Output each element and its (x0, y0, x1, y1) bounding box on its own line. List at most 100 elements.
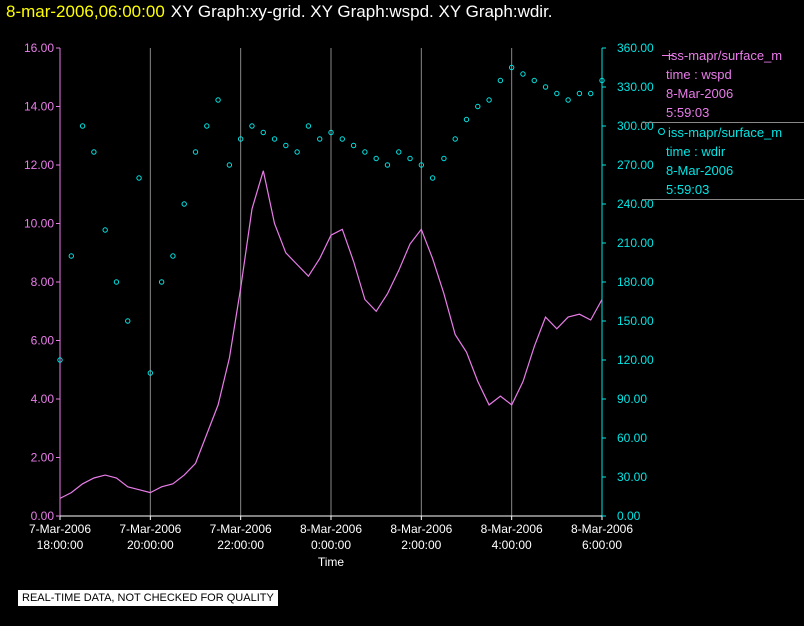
x-axis-label: Time (318, 555, 345, 569)
wdir-point (599, 77, 605, 84)
wdir-point (565, 97, 571, 103)
wdir-point (362, 149, 368, 155)
wdir-point (486, 97, 492, 103)
wdir-point (396, 149, 402, 155)
right-tick-label: 60.00 (617, 431, 647, 445)
right-tick-label: 180.00 (617, 275, 654, 289)
wdir-point (441, 155, 447, 162)
series-layer (57, 64, 605, 499)
wdir-point (317, 136, 323, 142)
legend-wspd-name: iss-mapr/surface_m (668, 48, 783, 63)
x-tick-date: 7-Mar-2006 (29, 522, 91, 536)
wdir-point (204, 123, 210, 129)
wdir-point (520, 71, 526, 77)
wdir-point (339, 136, 345, 142)
x-tick-time: 20:00:00 (127, 538, 174, 552)
title-timestamp: 8-mar-2006,06:00:00 (6, 2, 165, 21)
wdir-point (554, 90, 560, 97)
right-tick-label: 0.00 (617, 509, 641, 523)
wdir-point (283, 142, 289, 149)
wdir-point (305, 123, 312, 129)
wdir-point (102, 227, 108, 233)
legend-wdir-label: time : wdir (666, 144, 726, 159)
legend-entry-wspd: iss-mapr/surface_m (648, 46, 804, 65)
legend-wspd-date: 8-Mar-2006 (666, 86, 734, 101)
right-tick-label: 30.00 (617, 470, 647, 484)
x-tick-time: 2:00:00 (401, 538, 441, 552)
wdir-point (136, 175, 142, 181)
title-graphs: XY Graph:xy-grid. XY Graph:wspd. XY Grap… (170, 2, 553, 21)
x-tick-time: 22:00:00 (217, 538, 264, 552)
wdir-point (384, 162, 391, 168)
legend-entry-wdir: iss-mapr/surface_m (648, 123, 804, 142)
legend-divider-bottom (642, 199, 804, 200)
right-tick-label: 240.00 (617, 197, 654, 211)
legend-wspd-time: 5:59:03 (666, 105, 710, 120)
legend-wdir-time: 5:59:03 (666, 182, 710, 197)
wdir-point (158, 279, 165, 285)
wdir-point (181, 201, 187, 207)
legend-wspd-label: time : wspd (666, 67, 732, 82)
axes: 7-Mar-2006 18:00:00 7-Mar-2006 20:00:00 7-Ma… (24, 41, 654, 552)
wdir-point (294, 149, 300, 155)
left-tick-label: 16.00 (24, 41, 54, 55)
wdir-point (226, 162, 233, 168)
wdir-point (542, 84, 549, 90)
wdir-point (328, 129, 334, 136)
wdir-point (91, 149, 97, 155)
wdir-point (429, 175, 436, 181)
wdir-point (531, 77, 537, 84)
wdir-point (475, 103, 481, 110)
wdir-point (237, 136, 244, 142)
wdir-point (350, 142, 357, 149)
legend: iss-mapr/surface_m time : wspd 8-Mar-200… (642, 46, 804, 200)
x-tick-date: 8-Mar-2006 (571, 522, 633, 536)
x-tick-date: 8-Mar-2006 (390, 522, 452, 536)
left-tick-label: 2.00 (31, 451, 55, 465)
legend-wdir-name: iss-mapr/surface_m (668, 125, 783, 140)
wdir-point (588, 90, 594, 97)
wdir-point (407, 155, 413, 162)
wdir-point (79, 123, 86, 129)
title-bar: 8-mar-2006,06:00:00 XY Graph:xy-grid. XY … (6, 2, 553, 22)
right-tick-label: 330.00 (617, 80, 654, 94)
x-tick-time: 6:00:00 (582, 538, 622, 552)
legend-wdir-date: 8-Mar-2006 (666, 163, 734, 178)
wdir-point (576, 90, 583, 97)
wdir-point (418, 162, 425, 168)
x-tick-time: 18:00:00 (37, 538, 84, 552)
right-tick-label: 360.00 (617, 41, 654, 55)
right-tick-label: 120.00 (617, 353, 654, 367)
wdir-point (170, 253, 176, 259)
x-tick-date: 7-Mar-2006 (119, 522, 181, 536)
wdir-point (497, 77, 504, 84)
circle-swatch-icon (658, 128, 665, 135)
wdir-point (508, 64, 515, 71)
wdir-point (57, 357, 63, 363)
wdir-point (147, 370, 154, 376)
wdir-point (113, 279, 120, 285)
wdir-point (452, 136, 458, 142)
left-tick-label: 4.00 (31, 392, 55, 406)
line-swatch-icon (662, 55, 674, 56)
wdir-point (373, 155, 379, 162)
legend-divider (642, 122, 804, 123)
grid-lines (59, 48, 603, 516)
left-tick-label: 10.00 (24, 217, 54, 231)
left-tick-label: 6.00 (31, 334, 55, 348)
wdir-point (125, 318, 131, 324)
left-tick-label: 14.00 (24, 100, 54, 114)
left-tick-label: 0.00 (31, 509, 55, 523)
wspd-series-line (59, 170, 603, 499)
right-tick-label: 90.00 (617, 392, 647, 406)
wdir-point (215, 97, 221, 103)
wdir-point (68, 253, 74, 259)
left-tick-label: 8.00 (31, 275, 55, 289)
wdir-point (271, 136, 278, 142)
x-tick-date: 7-Mar-2006 (210, 522, 272, 536)
wdir-point (260, 129, 266, 136)
quality-notice: REAL-TIME DATA, NOT CHECKED FOR QUALITY (18, 590, 278, 606)
wdir-point (192, 149, 199, 155)
wdir-point (463, 116, 470, 123)
